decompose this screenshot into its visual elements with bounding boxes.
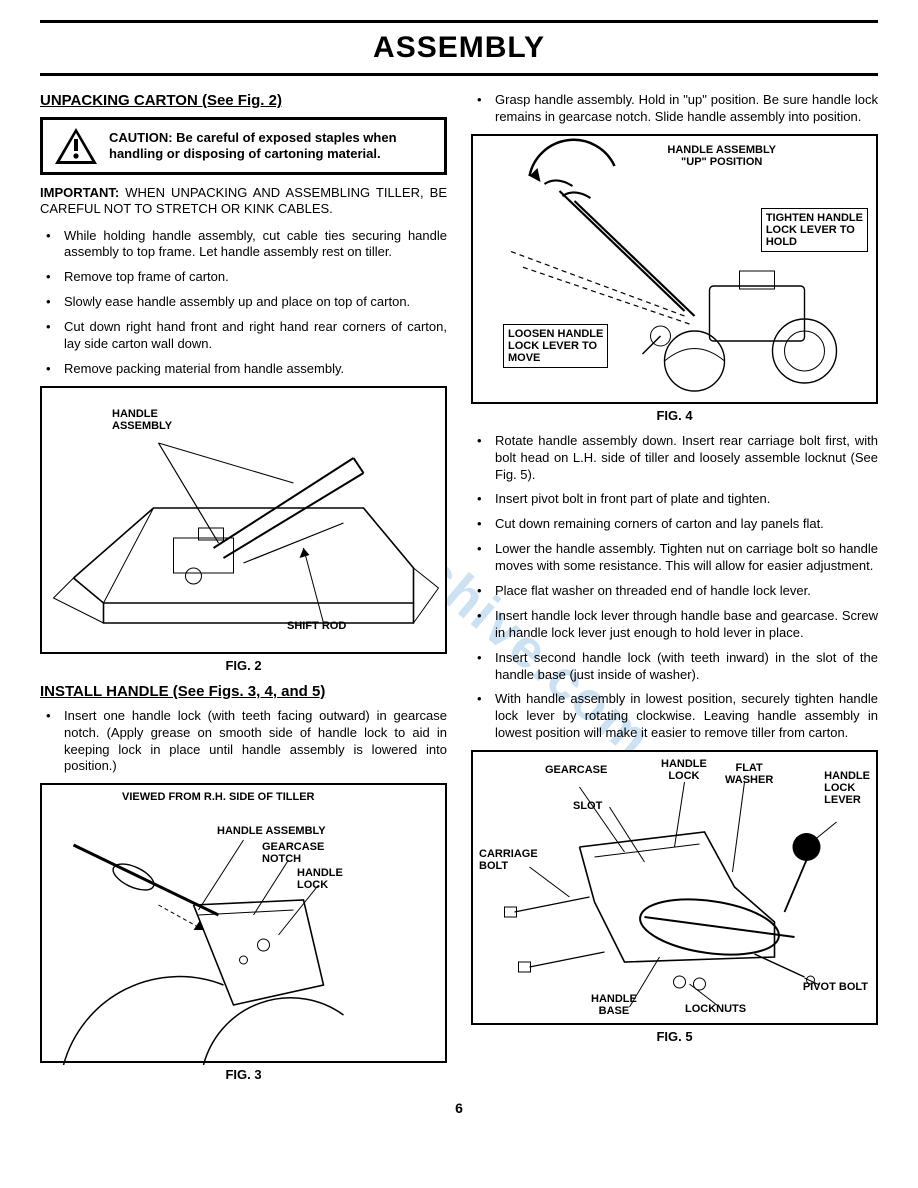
list-item: Insert handle lock lever through handle …: [471, 608, 878, 642]
page-number: 6: [40, 1100, 878, 1116]
caution-text: CAUTION: Be careful of exposed staples w…: [109, 130, 434, 163]
fig4-caption: FIG. 4: [471, 408, 878, 423]
list-item: Place flat washer on threaded end of han…: [471, 583, 878, 600]
list-item: Insert pivot bolt in front part of plate…: [471, 491, 878, 508]
fig5-label-flat-washer: FLAT WASHER: [725, 762, 773, 786]
fig2-label-handle-assembly: HANDLE ASSEMBLY: [112, 408, 172, 432]
fig5-caption: FIG. 5: [471, 1029, 878, 1044]
list-item: Grasp handle assembly. Hold in "up" posi…: [471, 92, 878, 126]
fig3-label-handle-assembly: HANDLE ASSEMBLY: [217, 825, 326, 837]
figure-3-box: VIEWED FROM R.H. SIDE OF TILLER HANDLE A…: [40, 783, 447, 1063]
list-item: Cut down remaining corners of carton and…: [471, 516, 878, 533]
title-rule: [40, 73, 878, 76]
fig4-label-up-position: HANDLE ASSEMBLY "UP" POSITION: [667, 144, 776, 168]
list-item: Remove top frame of carton.: [40, 269, 447, 286]
fig2-caption: FIG. 2: [40, 658, 447, 673]
important-lead: IMPORTANT:: [40, 185, 119, 200]
fig5-label-locknuts: LOCKNUTS: [685, 1003, 746, 1015]
bullets-right-top: Grasp handle assembly. Hold in "up" posi…: [471, 92, 878, 126]
bullets-install: Insert one handle lock (with teeth facin…: [40, 708, 447, 776]
right-column: Grasp handle assembly. Hold in "up" posi…: [471, 88, 878, 1092]
warning-icon: [53, 126, 99, 166]
fig3-label-view: VIEWED FROM R.H. SIDE OF TILLER: [122, 791, 315, 803]
left-column: UNPACKING CARTON (See Fig. 2) CAUTION: B…: [40, 88, 447, 1092]
fig5-label-gearcase: GEARCASE: [545, 764, 607, 776]
list-item: Remove packing material from handle asse…: [40, 361, 447, 378]
list-item: Slowly ease handle assembly up and place…: [40, 294, 447, 311]
fig5-label-handle-lock-lever: HANDLE LOCK LEVER: [824, 770, 870, 806]
fig3-label-gearcase-notch: GEARCASE NOTCH: [262, 841, 324, 865]
page: manualshive.com ASSEMBLY UNPACKING CARTO…: [0, 0, 918, 1136]
fig3-label-handle-lock: HANDLE LOCK: [297, 867, 343, 891]
important-note: IMPORTANT: WHEN UNPACKING AND ASSEMBLING…: [40, 185, 447, 218]
figure-2-svg: [42, 388, 445, 656]
list-item: With handle assembly in lowest position,…: [471, 691, 878, 742]
list-item: Cut down right hand front and right hand…: [40, 319, 447, 353]
bullets-right-mid: Rotate handle assembly down. Insert rear…: [471, 433, 878, 742]
fig4-label-tighten: TIGHTEN HANDLE LOCK LEVER TO HOLD: [761, 208, 868, 252]
section-head-unpacking: UNPACKING CARTON (See Fig. 2): [40, 92, 447, 109]
list-item: Insert second handle lock (with teeth in…: [471, 650, 878, 684]
list-item: While holding handle assembly, cut cable…: [40, 228, 447, 262]
figure-5-box: GEARCASE HANDLE LOCK FLAT WASHER HANDLE …: [471, 750, 878, 1025]
caution-box: CAUTION: Be careful of exposed staples w…: [40, 117, 447, 175]
fig5-label-slot: SLOT: [573, 800, 602, 812]
fig5-label-pivot-bolt: PIVOT BOLT: [803, 981, 868, 993]
list-item: Rotate handle assembly down. Insert rear…: [471, 433, 878, 484]
section-head-install: INSTALL HANDLE (See Figs. 3, 4, and 5): [40, 683, 447, 700]
bullets-unpacking: While holding handle assembly, cut cable…: [40, 228, 447, 378]
fig2-label-shift-rod: SHIFT ROD: [287, 620, 346, 632]
top-rule: [40, 20, 878, 23]
list-item: Lower the handle assembly. Tighten nut o…: [471, 541, 878, 575]
list-item: Insert one handle lock (with teeth facin…: [40, 708, 447, 776]
figure-4-box: HANDLE ASSEMBLY "UP" POSITION TIGHTEN HA…: [471, 134, 878, 404]
fig5-label-handle-lock: HANDLE LOCK: [661, 758, 707, 782]
fig4-label-loosen: LOOSEN HANDLE LOCK LEVER TO MOVE: [503, 324, 608, 368]
columns: UNPACKING CARTON (See Fig. 2) CAUTION: B…: [40, 88, 878, 1092]
caution-lead: CAUTION:: [109, 130, 173, 145]
fig5-label-carriage-bolt: CARRIAGE BOLT: [479, 848, 538, 872]
fig3-caption: FIG. 3: [40, 1067, 447, 1082]
fig5-label-handle-base: HANDLE BASE: [591, 993, 637, 1017]
figure-2-box: HANDLE ASSEMBLY SHIFT ROD: [40, 386, 447, 654]
page-title: ASSEMBLY: [40, 31, 878, 65]
